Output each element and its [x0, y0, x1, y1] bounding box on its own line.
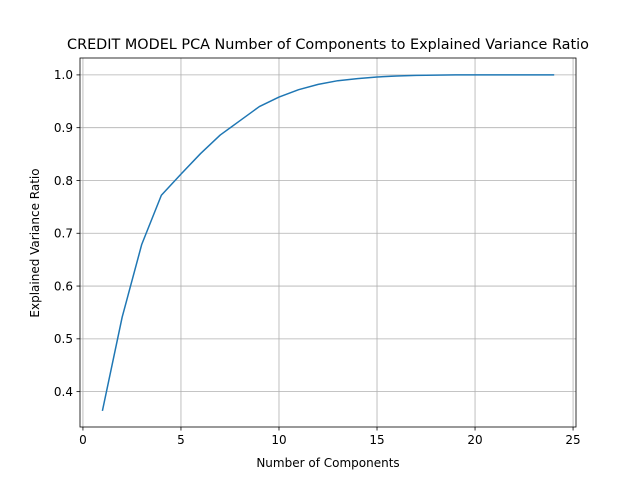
y-tick-label: 0.4	[54, 385, 73, 399]
chart-title: CREDIT MODEL PCA Number of Components to…	[67, 37, 589, 53]
x-tick-label: 20	[467, 433, 482, 447]
y-tick-label: 0.7	[54, 227, 73, 241]
y-tick-label: 0.6	[54, 279, 73, 293]
plot-frame	[79, 57, 577, 428]
y-axis: 0.4 0.5 0.6 0.7 0.8 0.9 1.0	[54, 68, 80, 399]
x-tick-label: 15	[369, 433, 384, 447]
y-tick-label: 0.9	[54, 121, 73, 135]
x-axis-label: Number of Components	[256, 456, 399, 470]
x-tick-label: 5	[177, 433, 185, 447]
x-tick-label: 0	[79, 433, 87, 447]
y-tick-label: 0.5	[54, 332, 73, 346]
y-axis-label: Explained Variance Ratio	[28, 168, 42, 317]
series-line	[101, 74, 555, 411]
series-layer	[101, 74, 555, 411]
x-axis: 0 5 10 15 20 25	[79, 427, 581, 447]
y-tick-label: 1.0	[54, 68, 73, 82]
x-tick-label: 25	[565, 433, 580, 447]
x-tick-label: 10	[271, 433, 286, 447]
grid	[80, 58, 576, 427]
y-tick-label: 0.8	[54, 174, 73, 188]
axes-frame	[79, 57, 577, 428]
